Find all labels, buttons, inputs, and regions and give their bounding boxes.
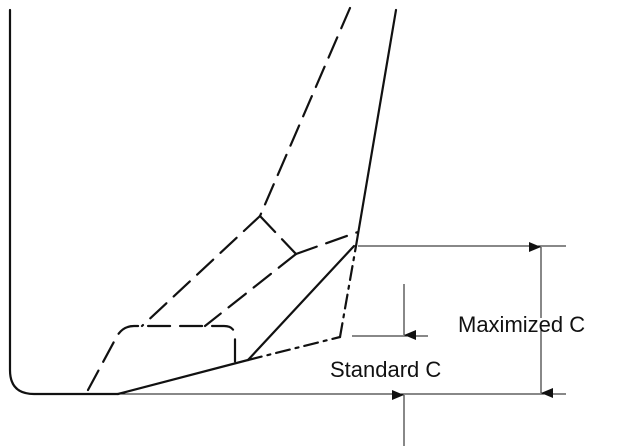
maximized-chamfer-face (338, 244, 358, 339)
standard-c-label: Standard C (330, 357, 442, 382)
maximized-chamfer-bottom (246, 335, 342, 362)
hidden-pocket-outline (86, 324, 237, 392)
standard-chamfer-bottom (116, 358, 250, 396)
hidden-line-to-face (294, 230, 360, 256)
hidden-line-outer (258, 6, 352, 218)
right-plate-face (354, 8, 398, 248)
maximized-c-label: Maximized C (458, 312, 586, 337)
left-plate-outline (8, 8, 120, 396)
standard-chamfer-face (246, 244, 356, 362)
hidden-line-branch (258, 214, 298, 256)
hidden-line-diagonal-lower (203, 252, 298, 328)
hidden-line-diagonal-upper (140, 214, 262, 328)
